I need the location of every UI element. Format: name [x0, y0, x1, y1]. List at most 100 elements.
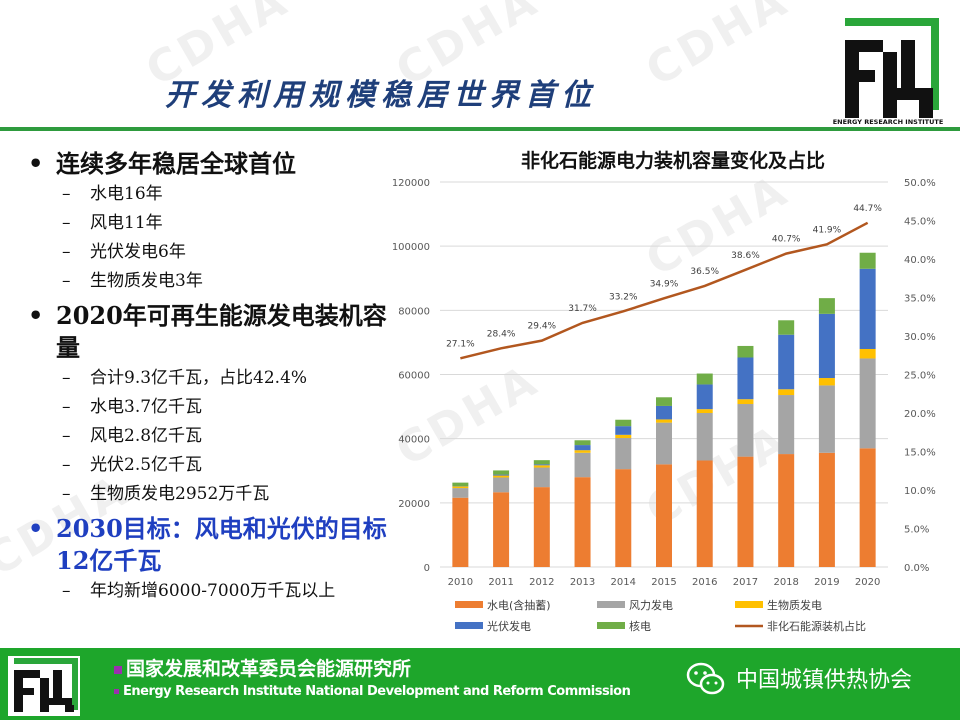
bullet-square-icon [114, 689, 119, 694]
legend-swatch [597, 601, 625, 608]
y2-tick-label: 15.0% [904, 448, 936, 459]
bar-segment [615, 434, 632, 439]
page-title: 开发利用规模稳居世界首位 [165, 78, 597, 113]
org-name-en-text: Energy Research Institute National Devel… [123, 684, 631, 699]
bullet-sub: 风电11年 [56, 209, 388, 238]
y2-tick-label: 20.0% [904, 409, 936, 420]
institute-logo-icon [845, 18, 939, 118]
bar-segment [574, 450, 591, 453]
bullet-sub: 生物质发电3年 [56, 267, 388, 296]
legend-label: 非化石能源装机占比 [767, 619, 866, 633]
legend-label: 水电(含抽蓄) [487, 598, 551, 612]
bar-segment [778, 389, 795, 396]
bar-segment [533, 465, 550, 468]
data-label: 28.4% [487, 329, 516, 339]
y2-tick-label: 50.0% [904, 178, 936, 189]
bullet-sub: 生物质发电2952万千瓦 [56, 480, 388, 509]
legend-label: 光伏发电 [487, 619, 531, 633]
bar-segment [493, 492, 510, 567]
bullet-sub: 水电3.7亿千瓦 [56, 393, 388, 422]
bullet-sub: 风电2.8亿千瓦 [56, 422, 388, 451]
x-tick-label: 2019 [814, 577, 839, 588]
legend-swatch [455, 601, 483, 608]
y-tick-label: 120000 [392, 178, 430, 189]
bar-segment [778, 395, 795, 455]
bar-segment [615, 426, 632, 435]
bar-segment [452, 486, 469, 489]
bar-segment [737, 345, 754, 358]
bar-segment [656, 419, 672, 423]
data-label: 27.1% [446, 339, 475, 349]
bar-segment [615, 438, 632, 470]
y-tick-label: 0 [424, 563, 430, 574]
legend-label: 生物质发电 [767, 598, 822, 612]
bullet-sub: 合计9.3亿千瓦，占比42.4% [56, 364, 388, 393]
x-tick-label: 2013 [570, 577, 595, 588]
data-label: 31.7% [568, 304, 597, 314]
data-label: 34.9% [650, 279, 679, 289]
bullet-sub: 光伏发电6年 [56, 238, 388, 267]
bullet-heading: 2020年可再生能源发电装机容量 [28, 300, 388, 364]
bar-segment [574, 477, 591, 567]
bar-segment [818, 385, 835, 453]
org-name-cn-text: 国家发展和改革委员会能源研究所 [126, 658, 412, 680]
logo-caption: ENERGY RESEARCH INSTITUTE [832, 118, 944, 126]
data-label: 41.9% [813, 225, 842, 235]
x-tick-label: 2020 [855, 577, 880, 588]
bar-segment [574, 452, 591, 478]
watermark: CDHA [637, 0, 799, 97]
data-label: 36.5% [690, 267, 719, 277]
bar-segment [574, 445, 591, 451]
y2-tick-label: 5.0% [904, 525, 929, 536]
bar-segment [696, 384, 713, 410]
bar-segment [533, 467, 550, 488]
bullet-sub: 水电16年 [56, 180, 388, 209]
bar-segment [533, 460, 550, 465]
x-tick-label: 2015 [651, 577, 676, 588]
x-tick-label: 2014 [611, 577, 636, 588]
bar-segment [818, 313, 835, 379]
y-tick-label: 40000 [398, 435, 430, 446]
bar-segment [493, 474, 510, 476]
bar-segment [737, 399, 754, 405]
legend-swatch [455, 622, 483, 629]
share-line [460, 221, 869, 360]
y2-tick-label: 40.0% [904, 255, 936, 266]
bullet-list: 连续多年稳居全球首位 水电16年 风电11年 光伏发电6年 生物质发电3年 20… [28, 148, 388, 606]
legend-swatch [735, 601, 763, 608]
bar-segment [818, 298, 835, 314]
chart-title: 非化石能源电力装机容量变化及占比 [521, 149, 825, 172]
bar-segment [778, 320, 795, 335]
y2-tick-label: 30.0% [904, 332, 936, 343]
bar-segment [533, 464, 550, 466]
data-label: 44.7% [853, 204, 882, 214]
legend-label: 核电 [629, 619, 651, 633]
capacity-chart: 非化石能源电力装机容量变化及占比 0 20000 40000 60000 80000 100… [392, 149, 936, 633]
data-label: 33.2% [609, 292, 638, 302]
x-tick-label: 2017 [733, 577, 758, 588]
y-tick-label: 80000 [398, 306, 430, 317]
org-name-cn: 国家发展和改革委员会能源研究所 [114, 654, 411, 681]
bar-segment [615, 419, 632, 427]
data-label: 40.7% [772, 235, 801, 245]
bar-segment [737, 404, 754, 457]
bar-segment [859, 268, 876, 349]
bar-segment [778, 454, 795, 567]
bullet-heading: 连续多年稳居全球首位 [28, 148, 388, 180]
x-tick-label: 2012 [529, 577, 554, 588]
wechat-icon [686, 662, 725, 695]
bullet-sub: 年均新增6000-7000万千瓦以上 [56, 577, 388, 606]
y2-tick-label: 0.0% [904, 563, 929, 574]
bar-segment [452, 497, 469, 567]
wechat-account-name: 中国城镇供热协会 [736, 668, 913, 693]
data-label: 29.4% [528, 322, 557, 332]
bullet-heading: 2030目标：风电和光伏的目标12亿千瓦 [28, 513, 388, 577]
bar-segment [696, 460, 713, 567]
legend-label: 风力发电 [629, 598, 673, 612]
footer-bar [0, 648, 960, 720]
legend-swatch [597, 622, 625, 629]
bar-segment [656, 397, 672, 406]
bullet-square-icon [114, 665, 122, 674]
bar-segment [493, 475, 510, 478]
y2-tick-label: 45.0% [904, 217, 936, 228]
